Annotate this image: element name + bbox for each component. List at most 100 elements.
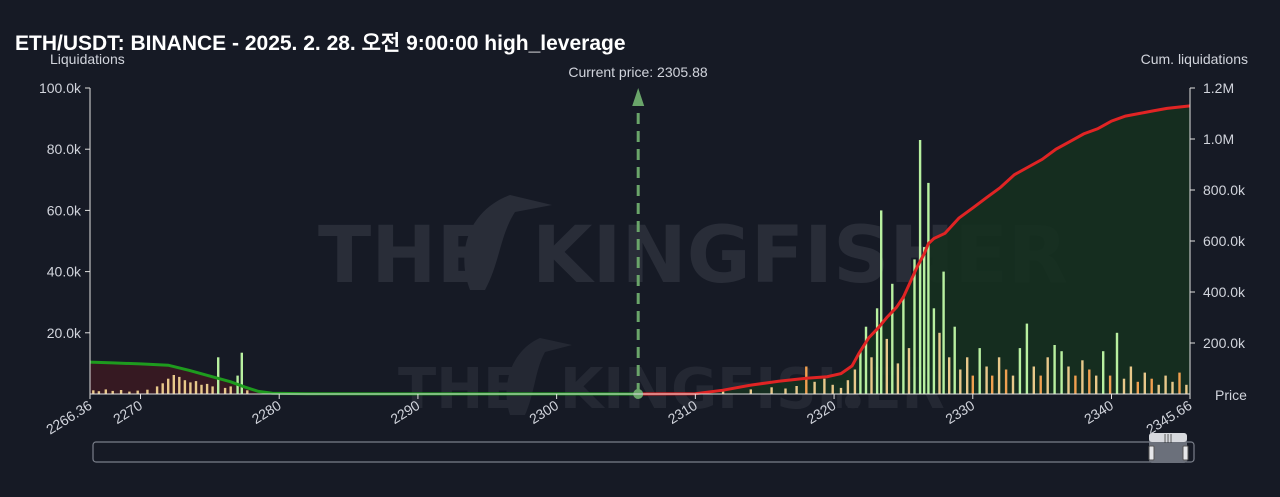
y2-axis-ticks: 200.0k 400.0k 600.0k 800.0k 1.0M 1.2M xyxy=(1190,80,1246,351)
liquidation-bar xyxy=(172,375,175,394)
liquidation-bar xyxy=(1115,332,1119,394)
liquidation-bar xyxy=(932,308,936,394)
x-tick-label: 2266.36 xyxy=(43,397,95,437)
x-tick-label: 2270 xyxy=(110,397,145,427)
y2-tick-label: 400.0k xyxy=(1203,284,1246,300)
range-slider-right-handle[interactable] xyxy=(1182,445,1189,461)
liquidation-bar xyxy=(1178,372,1181,394)
liquidation-bar xyxy=(167,378,170,394)
cum-fill-layer xyxy=(90,105,1190,395)
bird-icon-2 xyxy=(506,338,572,415)
x-axis-label: Price xyxy=(1215,387,1247,403)
liquidation-bar xyxy=(896,363,900,394)
liquidation-bar xyxy=(859,351,862,394)
liquidation-bar xyxy=(875,308,879,394)
y2-tick-label: 1.0M xyxy=(1203,131,1234,147)
liquidation-bar xyxy=(229,386,232,394)
liquidation-bar xyxy=(1025,323,1029,394)
x-tick-label: 2330 xyxy=(942,397,977,427)
liquidation-bar xyxy=(1081,360,1084,394)
y2-tick-label: 800.0k xyxy=(1203,182,1246,198)
liquidation-bar xyxy=(178,376,181,394)
liquidation-bar xyxy=(770,387,773,394)
liquidation-bar xyxy=(870,357,873,394)
range-slider[interactable]: ||| xyxy=(92,433,1195,463)
liquidation-bar xyxy=(217,357,220,394)
range-slider-track[interactable] xyxy=(92,441,1195,463)
liquidation-bar xyxy=(721,391,725,394)
liquidation-bar xyxy=(1018,348,1022,394)
short-cum-line xyxy=(638,104,1191,396)
liquidation-bar xyxy=(161,383,164,394)
liquidation-bar xyxy=(1004,369,1008,394)
range-slider-left-handle[interactable] xyxy=(1148,445,1155,461)
liquidation-bar xyxy=(146,389,149,394)
liquidation-bar xyxy=(92,390,95,394)
liquidation-bar xyxy=(971,375,974,394)
y-axis-label: Liquidations xyxy=(50,51,125,67)
current-price-marker xyxy=(632,88,645,399)
liquidation-bar xyxy=(246,390,249,394)
liquidation-bar xyxy=(128,391,131,394)
liquidation-bars xyxy=(92,140,1188,394)
liquidation-bar xyxy=(136,390,139,394)
liquidation-bar xyxy=(985,366,988,394)
liquidation-bar xyxy=(913,259,916,394)
liquidation-bar xyxy=(1171,381,1174,394)
liquidation-bar xyxy=(902,296,905,394)
liquidation-bar xyxy=(1046,357,1049,394)
liquidation-bar xyxy=(1129,366,1133,394)
y2-tick-label: 1.2M xyxy=(1203,80,1234,96)
y-tick-label: 60.0k xyxy=(47,202,82,218)
liquidation-bar xyxy=(1122,378,1126,394)
long-cum-area xyxy=(90,362,639,394)
liquidation-bar xyxy=(1095,375,1098,394)
liquidation-bar xyxy=(1150,378,1153,394)
liquidation-bar xyxy=(97,391,101,394)
liquidation-bar xyxy=(1011,375,1015,394)
liquidation-bar xyxy=(183,380,187,394)
y-axis-ticks: 20.0k 40.0k 60.0k 80.0k 100.0k xyxy=(39,80,90,341)
y2-tick-label: 200.0k xyxy=(1203,335,1246,351)
liquidation-bar xyxy=(1143,372,1146,394)
liquidation-bar xyxy=(1039,375,1042,394)
liquidation-bar xyxy=(1185,384,1188,394)
y-tick-label: 100.0k xyxy=(39,80,82,96)
y-tick-label: 20.0k xyxy=(47,325,82,341)
liquidation-bar xyxy=(155,386,159,394)
liquidation-bar xyxy=(1053,345,1056,394)
liquidation-bar xyxy=(864,326,868,394)
liquidation-bar xyxy=(805,366,808,394)
liquidation-bar xyxy=(880,210,883,394)
liquidation-bar xyxy=(211,386,214,394)
liquidation-bar xyxy=(938,332,941,394)
liquidation-bar xyxy=(1067,366,1070,394)
liquidation-bar xyxy=(240,352,243,394)
liquidation-bar xyxy=(948,357,951,394)
liquidation-bar xyxy=(111,390,114,394)
liquidation-bar xyxy=(997,357,1001,394)
liquidation-bar xyxy=(846,380,850,394)
liquidation-bar xyxy=(853,369,857,394)
x-tick-label: 2340 xyxy=(1081,397,1116,427)
bird-icon xyxy=(464,195,552,290)
current-price-arrow-icon xyxy=(632,88,645,106)
liquidation-bar xyxy=(200,384,203,394)
liquidation-bar xyxy=(839,387,843,394)
watermark-text-left: THE xyxy=(318,211,490,301)
y2-tick-label: 600.0k xyxy=(1203,233,1246,249)
liquidation-bar xyxy=(907,348,911,394)
liquidation-bar xyxy=(1157,384,1160,394)
x-tick-label: 2345.66 xyxy=(1143,397,1195,437)
liquidation-bar xyxy=(205,383,209,394)
liquidation-bar xyxy=(749,389,752,394)
liquidation-bar xyxy=(1060,351,1063,394)
range-slider-grip[interactable] xyxy=(1149,433,1187,442)
liquidation-bar xyxy=(104,389,107,394)
chart-title: ETH/USDT: BINANCE - 2025. 2. 28. 오전 9:00… xyxy=(15,32,626,55)
liquidation-bar xyxy=(1088,369,1091,394)
liquidation-bar xyxy=(1136,381,1139,394)
y-tick-label: 40.0k xyxy=(47,264,82,280)
liquidation-bar xyxy=(823,378,826,394)
